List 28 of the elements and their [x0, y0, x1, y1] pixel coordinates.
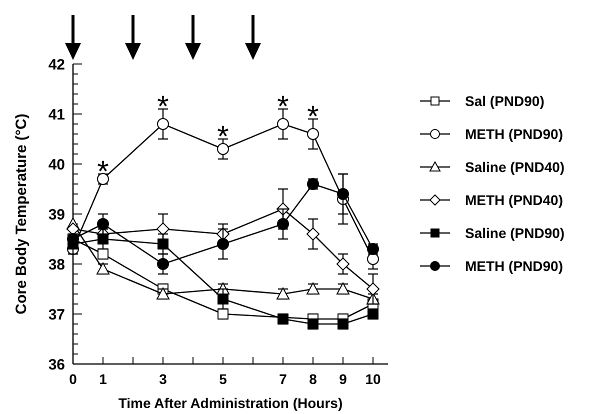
annotation: *: [97, 156, 110, 189]
x-axis-title: Time After Administration (Hours): [118, 395, 343, 411]
annotation: *: [307, 100, 320, 134]
legend-label: Sal (PND90): [465, 92, 544, 109]
y-tick-label: 42: [48, 56, 65, 74]
annotation: *: [277, 90, 290, 124]
legend-label: Saline (PND40): [465, 158, 565, 175]
legend-label: Saline (PND90): [465, 224, 565, 241]
legend-label: METH (PND40): [465, 192, 564, 208]
y-tick-label: 39: [48, 206, 65, 224]
legend-label: METH (PND90): [465, 258, 564, 274]
x-tick-label: 0: [69, 371, 78, 387]
annotation: *: [157, 90, 170, 124]
y-axis-title: Core Body Temperature (°C): [13, 114, 30, 314]
x-tick-label: 7: [279, 371, 288, 387]
x-tick-label: 5: [219, 371, 228, 387]
x-tick-label: 10: [365, 371, 381, 387]
annotation: *: [217, 120, 230, 154]
x-tick-label: 8: [309, 371, 318, 387]
x-tick-label: 9: [339, 371, 348, 387]
x-tick-label: 3: [159, 371, 168, 387]
x-tick-label: 1: [99, 371, 108, 387]
y-tick-label: 41: [48, 106, 65, 124]
y-tick-label: 38: [48, 256, 65, 274]
legend-label: METH (PND90): [465, 126, 564, 142]
y-tick-label: 40: [48, 156, 65, 174]
y-tick-label: 37: [48, 306, 65, 324]
y-tick-label: 36: [48, 356, 65, 374]
